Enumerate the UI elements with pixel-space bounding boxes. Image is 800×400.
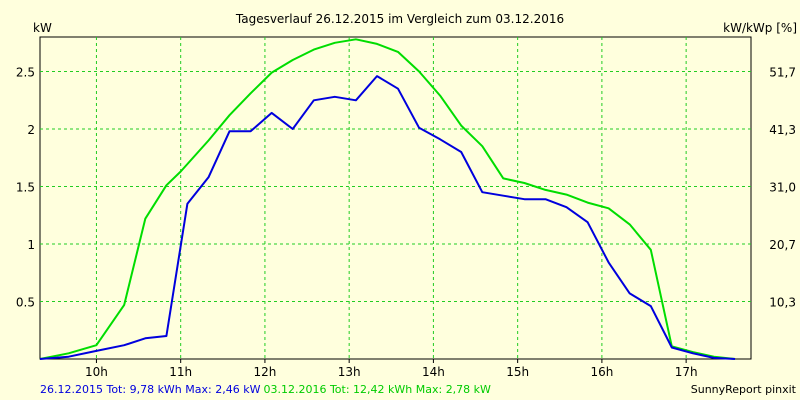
series-line-blue bbox=[39, 75, 736, 360]
y-tick-label-right: 41,3 bbox=[769, 123, 796, 137]
y-tick-label-left: 1.5 bbox=[16, 181, 35, 195]
y-tick-label-left: 2.5 bbox=[16, 66, 35, 80]
series-line-green bbox=[39, 38, 736, 360]
credit-label: SunnyReport pinxit bbox=[691, 383, 797, 396]
y-tick-label-left: 0.5 bbox=[16, 296, 35, 310]
y-tick-label-left: 2 bbox=[27, 123, 35, 137]
y-tick-label-right: 10,3 bbox=[769, 296, 796, 310]
footer-green: 03.12.2016 Tot: 12,42 kWh Max: 2,78 kW bbox=[263, 383, 491, 396]
x-tick-label: 10h bbox=[85, 365, 108, 379]
y-tick-label-right: 31,0 bbox=[769, 181, 796, 195]
x-tick-label: 16h bbox=[590, 365, 613, 379]
y-tick-label-right: 20,7 bbox=[769, 238, 796, 252]
x-tick-label: 13h bbox=[338, 365, 361, 379]
y-axis-label-right: kW/kWp [%] bbox=[723, 21, 797, 35]
x-tick-label: 15h bbox=[506, 365, 529, 379]
x-tick-label: 14h bbox=[422, 365, 445, 379]
tick-labels: 10h 11h 12h 13h 14h 15h 16h 17h 0.5 10,3 1 20,7 1.5 3… bbox=[16, 66, 796, 380]
series-layer bbox=[39, 38, 736, 360]
x-tick-label: 12h bbox=[253, 365, 276, 379]
y-tick-label-left: 1 bbox=[27, 238, 35, 252]
footer-blue: 26.12.2015 Tot: 9,78 kWh Max: 2,46 kW bbox=[40, 383, 261, 396]
x-tick-label: 11h bbox=[169, 365, 192, 379]
y-tick-label-right: 51,7 bbox=[769, 66, 796, 80]
y-axis-label-left: kW bbox=[33, 21, 52, 35]
x-tick-label: 17h bbox=[675, 365, 698, 379]
chart-title: Tagesverlauf 26.12.2015 im Vergleich zum… bbox=[235, 12, 564, 26]
plot-frame bbox=[39, 36, 752, 360]
grid-layer bbox=[40, 37, 751, 363]
footer-summary: 26.12.2015 Tot: 9,78 kWh Max: 2,46 kW 03.… bbox=[40, 383, 491, 396]
